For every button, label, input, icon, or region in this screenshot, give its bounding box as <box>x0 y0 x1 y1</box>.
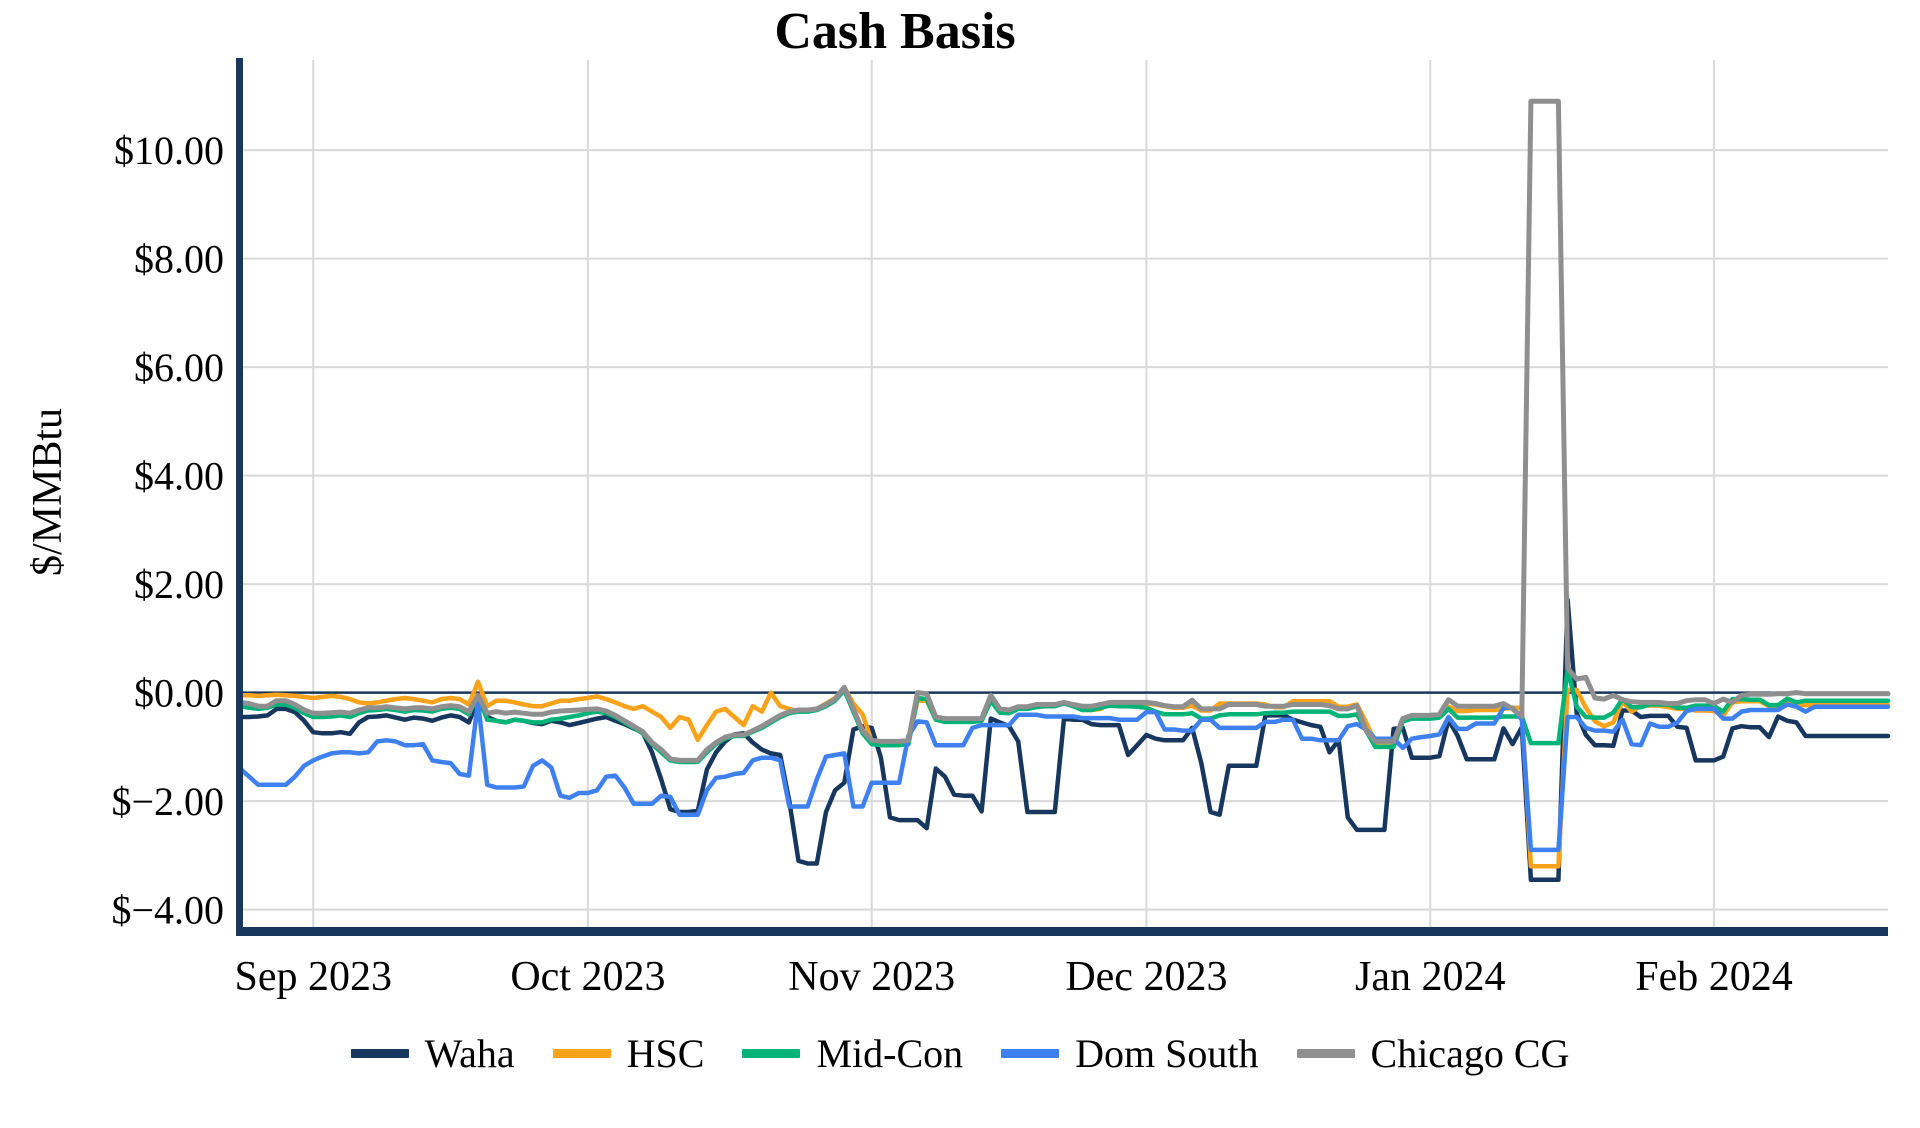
legend-item-mid-con: Mid-Con <box>742 1030 963 1077</box>
legend-item-dom-south: Dom South <box>1001 1030 1259 1077</box>
y-tick-label: $−2.00 <box>111 779 224 824</box>
y-tick-label: $−4.00 <box>111 888 224 933</box>
y-tick-label: $4.00 <box>134 454 224 499</box>
legend-item-waha: Waha <box>350 1030 515 1077</box>
y-tick-label: $8.00 <box>134 237 224 282</box>
legend: Waha HSC Mid-Con Dom South Chicago CG <box>0 1030 1920 1077</box>
legend-item-chicago-cg: Chicago CG <box>1296 1030 1570 1077</box>
legend-item-hsc: HSC <box>552 1030 705 1077</box>
y-tick-label: $2.00 <box>134 562 224 607</box>
hsc-line-swatch <box>552 1049 611 1058</box>
chicago-cg-line-swatch <box>1296 1049 1355 1058</box>
y-tick-label: $6.00 <box>134 345 224 390</box>
x-tick-label: Nov 2023 <box>788 954 955 1000</box>
chart-title: Cash Basis <box>774 3 1016 60</box>
legend-label-mid-con: Mid-Con <box>816 1031 964 1076</box>
legend-label-hsc: HSC <box>626 1031 705 1076</box>
x-tick-label: Sep 2023 <box>234 954 392 1000</box>
x-tick-label: Oct 2023 <box>510 954 665 1000</box>
y-tick-label: $0.00 <box>134 671 224 716</box>
line-chicago-cg <box>237 98 1891 763</box>
legend-label-waha: Waha <box>424 1031 515 1076</box>
y-axis-line <box>236 58 243 936</box>
waha-line-swatch <box>350 1049 409 1058</box>
legend-label-dom-south: Dom South <box>1075 1031 1259 1076</box>
x-axis-line <box>236 927 1888 936</box>
x-tick-label: Feb 2024 <box>1635 954 1793 1000</box>
x-tick-label: Dec 2023 <box>1065 954 1227 1000</box>
x-tick-label: Jan 2024 <box>1355 954 1506 1000</box>
mid-con-line-swatch <box>742 1049 801 1058</box>
dom-south-line-swatch <box>1001 1049 1060 1058</box>
legend-label-chicago-cg: Chicago CG <box>1370 1031 1570 1076</box>
y-tick-label: $10.00 <box>114 128 224 173</box>
line-dom-south <box>237 699 1891 853</box>
